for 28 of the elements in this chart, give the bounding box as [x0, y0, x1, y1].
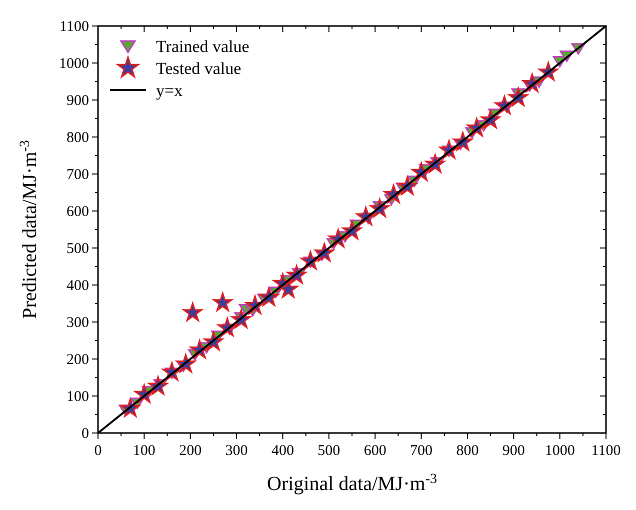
y-tick-label: 700: [66, 167, 89, 183]
x-tick-label: 200: [179, 443, 202, 459]
y-tick-label: 600: [66, 204, 89, 220]
x-tick-label: 900: [502, 443, 525, 459]
legend-label: y=x: [156, 81, 184, 100]
x-tick-label: 400: [271, 443, 294, 459]
legend-label: Tested value: [156, 59, 242, 78]
y-tick-label: 300: [66, 315, 89, 331]
x-tick-label: 300: [225, 443, 248, 459]
x-tick-label: 0: [94, 443, 102, 459]
y-tick-label: 1000: [59, 56, 89, 72]
x-tick-label: 100: [132, 443, 156, 459]
x-tick-label: 1000: [544, 443, 575, 459]
y-tick-label: 500: [66, 241, 89, 257]
y-tick-label: 200: [66, 352, 89, 368]
y-tick-label: 0: [82, 426, 89, 442]
y-tick-label: 800: [66, 130, 89, 146]
x-axis-title: Original data/MJ·m$^{-3}$: [267, 472, 437, 495]
y-tick-label: 900: [66, 93, 89, 109]
y-tick-label: 400: [66, 278, 89, 294]
x-tick-label: 800: [456, 443, 479, 459]
y-tick-label: 100: [66, 389, 89, 405]
x-tick-label: 1100: [591, 443, 621, 459]
x-tick-label: 700: [410, 443, 433, 459]
y-tick-label: 1100: [60, 19, 89, 35]
legend-label: Trained value: [156, 37, 250, 56]
x-tick-label: 600: [364, 443, 386, 459]
x-tick-label: 500: [318, 443, 340, 459]
